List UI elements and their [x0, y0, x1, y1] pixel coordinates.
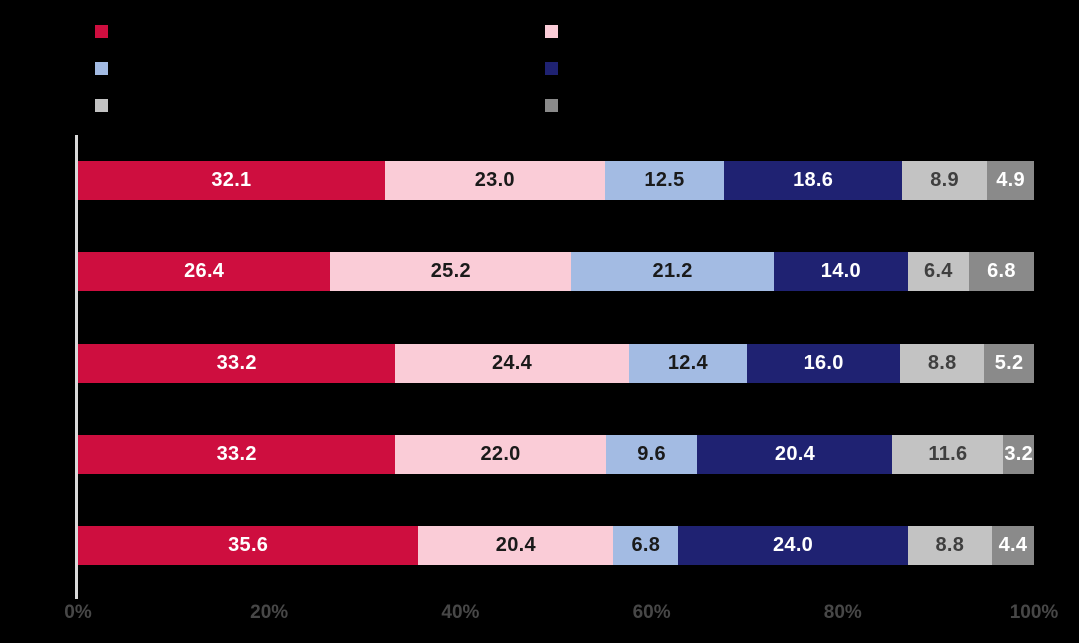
- bar-value-label: 8.8: [927, 351, 957, 374]
- plot-area: 32.1 23.0 12.5 18.6 8.9 4.9 26.4 25.2 21.2 14.0 6.…: [78, 161, 1034, 565]
- bar-row: 33.2 22.0 9.6 20.4 11.6 3.2: [78, 434, 1034, 474]
- x-tick-label: 0%: [64, 602, 92, 623]
- bar-segment: 3.2: [1003, 434, 1034, 474]
- bar-segment: 9.6: [605, 434, 698, 474]
- bar-segment: 11.6: [892, 434, 1004, 474]
- bar-segment: 6.8: [968, 252, 1034, 292]
- bar-segment: 26.4: [78, 252, 331, 292]
- bar-value-label: 4.4: [998, 534, 1028, 556]
- bar-segment: 14.0: [773, 252, 908, 292]
- legend-swatch: [545, 99, 558, 112]
- bar-value-label: 12.4: [667, 351, 708, 374]
- bar-segment: 20.4: [697, 434, 893, 474]
- legend-swatch: [95, 25, 108, 38]
- bar-segment: 16.0: [747, 343, 901, 383]
- bar-segment: 23.0: [384, 161, 605, 200]
- bar-row: 32.1 23.0 12.5 18.6 8.9 4.9: [78, 161, 1034, 200]
- bar-segment: 33.2: [78, 343, 396, 383]
- bar-value-label: 3.2: [1004, 442, 1034, 465]
- bar-segment: 21.2: [571, 252, 774, 292]
- bar-value-label: 9.6: [637, 442, 666, 465]
- bar-value-label: 6.8: [987, 260, 1016, 283]
- legend-column-right: [545, 25, 566, 112]
- bar-segment: 6.8: [613, 526, 679, 565]
- legend-swatch: [545, 25, 558, 38]
- bar-segment: 32.1: [78, 161, 385, 200]
- bar-value-label: 20.4: [774, 442, 816, 465]
- legend-swatch: [95, 99, 108, 112]
- x-tick-label: 60%: [632, 602, 671, 623]
- bar-value-label: 33.2: [216, 442, 257, 465]
- legend-column-left: [95, 25, 116, 112]
- bar-value-label: 4.9: [996, 169, 1025, 191]
- bar-segment: 20.4: [418, 526, 614, 565]
- bar-segment: 8.8: [900, 343, 985, 383]
- bar-value-label: 8.8: [935, 534, 965, 556]
- bar-value-label: 6.8: [631, 534, 661, 556]
- bar-segment: 12.4: [628, 343, 748, 383]
- bar-segment: 22.0: [395, 434, 606, 474]
- bar-segment: 12.5: [604, 161, 725, 200]
- bar-value-label: 5.2: [994, 351, 1024, 374]
- bar-segment: 24.4: [395, 343, 629, 383]
- legend-item: [545, 25, 566, 38]
- bar-value-label: 6.4: [924, 260, 953, 283]
- y-axis-line: [75, 135, 78, 599]
- legend-item: [545, 62, 566, 75]
- bar-segment: 4.9: [987, 161, 1034, 200]
- bar-value-label: 12.5: [644, 169, 685, 191]
- bar-value-label: 20.4: [495, 534, 536, 556]
- x-tick-label: 80%: [823, 602, 862, 623]
- bar-segment: 18.6: [724, 161, 903, 200]
- bar-row: 33.2 24.4 12.4 16.0 8.8 5.2: [78, 343, 1034, 383]
- bar-value-label: 22.0: [480, 442, 521, 465]
- bar-row: 35.6 20.4 6.8 24.0 8.8 4.4: [78, 526, 1034, 565]
- bar-segment: 24.0: [678, 526, 908, 565]
- bar-value-label: 24.0: [772, 534, 814, 556]
- bar-value-label: 11.6: [928, 442, 968, 465]
- bar-value-label: 14.0: [820, 260, 861, 283]
- legend-item: [545, 99, 566, 112]
- legend-swatch: [545, 62, 558, 75]
- x-tick-label: 100%: [1009, 602, 1059, 623]
- bar-value-label: 18.6: [793, 169, 834, 191]
- bar-row: 26.4 25.2 21.2 14.0 6.4 6.8: [78, 252, 1034, 292]
- bar-value-label: 25.2: [430, 260, 471, 283]
- bar-segment: 33.2: [78, 434, 396, 474]
- x-tick-label: 40%: [441, 602, 480, 623]
- bar-segment: 35.6: [78, 526, 419, 565]
- bar-value-label: 8.9: [930, 169, 959, 191]
- bar-segment: 8.8: [907, 526, 992, 565]
- legend-swatch: [95, 62, 108, 75]
- bar-segment: 5.2: [984, 343, 1034, 383]
- bar-segment: 8.9: [902, 161, 988, 200]
- legend-item: [95, 99, 116, 112]
- bar-segment: 4.4: [991, 526, 1034, 565]
- legend-item: [95, 62, 116, 75]
- x-axis: 0% 20% 40% 60% 80% 100%: [64, 602, 1058, 628]
- bar-segment: 25.2: [330, 252, 572, 292]
- bar-value-label: 35.6: [228, 534, 269, 556]
- bar-value-label: 24.4: [491, 351, 533, 374]
- bar-value-label: 23.0: [474, 169, 515, 191]
- bar-value-label: 16.0: [803, 351, 844, 374]
- bar-value-label: 21.2: [652, 260, 693, 283]
- x-tick-label: 20%: [250, 602, 289, 623]
- bar-value-label: 32.1: [211, 169, 252, 191]
- bar-value-label: 33.2: [216, 351, 257, 374]
- bar-segment: 6.4: [907, 252, 969, 292]
- bar-value-label: 26.4: [184, 260, 225, 283]
- legend-item: [95, 25, 116, 38]
